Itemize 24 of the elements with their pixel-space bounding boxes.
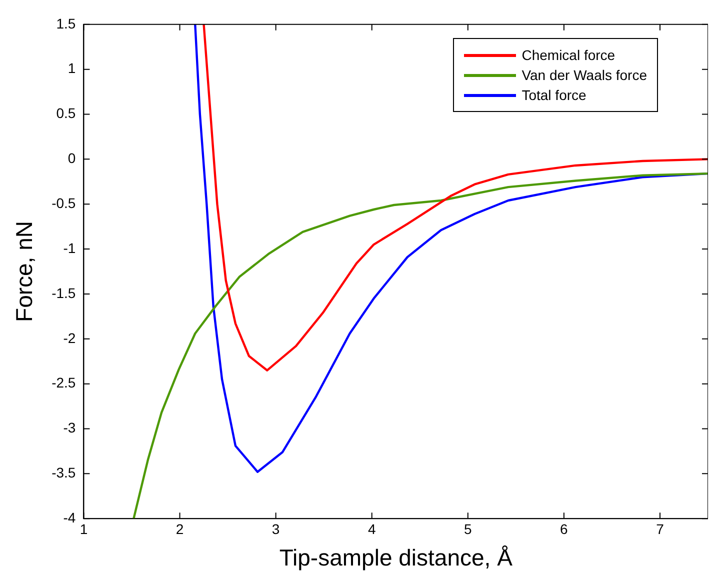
legend-label: Van der Waals force [522,67,647,83]
y-tick-label: -3 [63,420,76,436]
y-tick-label: 1.5 [56,15,76,32]
y-tick-label: -4 [63,509,76,526]
x-tick-label: 7 [656,520,664,537]
legend-label: Chemical force [522,47,616,63]
x-axis-title: Tip-sample distance, Å [279,544,514,571]
x-tick-label: 2 [176,520,184,537]
x-tick-label: 1 [80,520,88,537]
legend-label: Total force [522,87,586,103]
y-tick-label: -0.5 [52,194,76,211]
y-tick-label: -2 [63,330,76,346]
y-tick-label: 0 [68,150,76,166]
x-tick-label: 4 [368,520,376,537]
y-tick-label: 0.5 [56,105,76,122]
y-tick-label: -1.5 [52,284,76,301]
y-tick-label: -2.5 [52,374,76,391]
y-tick-label: -3.5 [52,464,76,481]
y-axis-title: Force, nN [11,221,38,322]
x-tick-label: 3 [272,520,280,537]
y-tick-label: 1 [68,60,76,76]
x-tick-label: 6 [560,520,568,537]
y-tick-label: -1 [63,240,76,256]
x-tick-label: 5 [464,520,472,537]
